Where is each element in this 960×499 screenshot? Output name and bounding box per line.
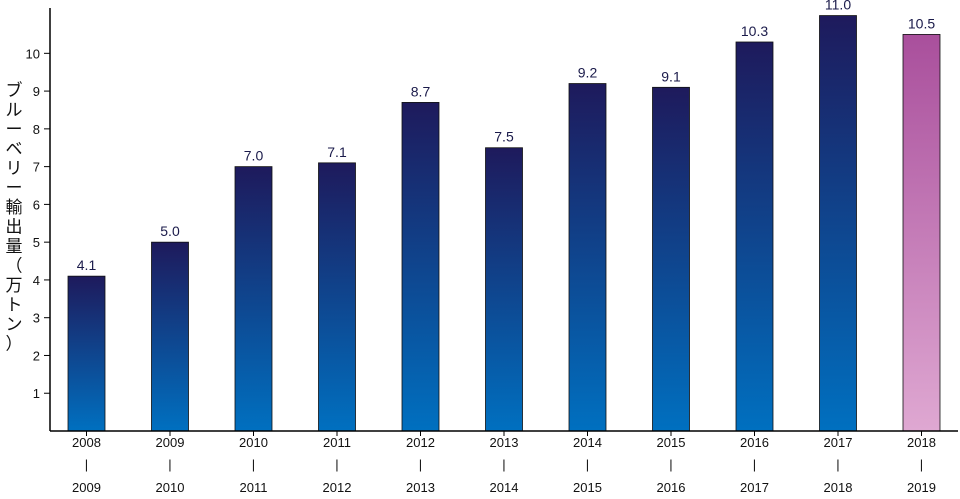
y-label-char: ）: [6, 335, 23, 355]
y-label-char: ン: [6, 315, 23, 335]
x-tick-label-separator: |: [502, 457, 505, 472]
y-tick-label: 6: [33, 197, 40, 212]
y-label-char: （: [6, 257, 23, 277]
x-tick-label-separator: |: [85, 457, 88, 472]
data-label: 4.1: [77, 257, 97, 273]
x-tick-label-top: 2012: [406, 435, 435, 450]
data-label: 10.3: [741, 23, 768, 39]
x-tick-label-top: 2009: [156, 435, 185, 450]
x-tick-label-bottom: 2015: [573, 480, 602, 495]
x-tick-label-top: 2018: [907, 435, 936, 450]
x-tick-label-bottom: 2016: [657, 480, 686, 495]
x-tick-label-top: 2014: [573, 435, 602, 450]
y-label-char: ル: [6, 101, 23, 121]
data-label: 10.5: [908, 15, 935, 31]
y-tick-label: 9: [33, 84, 40, 99]
bar: [652, 86, 690, 432]
x-tick-label-separator: |: [168, 457, 171, 472]
y-label-char: リ: [6, 159, 23, 179]
data-label: 7.0: [244, 148, 264, 164]
y-tick-label: 10: [26, 46, 40, 61]
y-tick-label: 2: [33, 348, 40, 363]
y-label-char: ー: [6, 179, 23, 199]
y-tick-label: 3: [33, 311, 40, 326]
bar: [401, 102, 440, 432]
x-tick-label-top: 2011: [323, 435, 351, 450]
x-tick-label-bottom: 2009: [72, 480, 101, 495]
x-tick-label-bottom: 2017: [740, 480, 769, 495]
data-label: 9.1: [661, 68, 681, 84]
data-label: 7.5: [494, 129, 514, 145]
x-tick-label-separator: |: [753, 457, 756, 472]
x-tick-label-bottom: 2011: [240, 480, 268, 495]
bar: [902, 34, 941, 432]
data-label: 5.0: [160, 223, 180, 239]
x-tick-label-top: 2008: [72, 435, 101, 450]
y-label-char: ー: [6, 120, 23, 140]
bar: [819, 15, 857, 432]
x-tick-label-bottom: 2018: [824, 480, 853, 495]
x-tick-label-top: 2015: [657, 435, 686, 450]
bars: 4.1 5.0 7.0 7.1 8.7 7.5 9.2 9.1 10.3 11.0 10.5: [67, 0, 941, 432]
y-label-char: 万: [6, 276, 23, 296]
bar: [234, 166, 273, 432]
y-label-char: 輸: [6, 198, 23, 218]
y-tick-label: 8: [33, 122, 40, 137]
data-label: 7.1: [327, 144, 347, 160]
x-tick-label-bottom: 2012: [323, 480, 352, 495]
y-label-char: ベ: [6, 140, 23, 160]
bar: [318, 162, 356, 432]
y-label-char: 出: [6, 218, 23, 238]
x-tick-label-separator: |: [669, 457, 672, 472]
x-tick-label-separator: |: [586, 457, 589, 472]
y-axis: 1 2 3 4 5 6 7 8 9 10: [26, 8, 51, 431]
bar: [151, 241, 189, 432]
x-tick-label-bottom: 2013: [406, 480, 435, 495]
x-tick-label-separator: |: [335, 457, 338, 472]
x-tick-label-top: 2010: [239, 435, 268, 450]
x-axis: 2008 | 2009 2009 | 2010 2010 | 2011 2011 | 2012 2012…: [50, 430, 958, 495]
x-tick-label-bottom: 2019: [907, 480, 936, 495]
bar: [568, 83, 607, 432]
x-tick-label-separator: |: [419, 457, 422, 472]
y-tick-label: 1: [33, 386, 40, 401]
y-tick-label: 7: [33, 160, 40, 175]
bar: [735, 41, 774, 432]
x-tick-label-separator: |: [252, 457, 255, 472]
x-tick-label-bottom: 2010: [156, 480, 185, 495]
x-tick-label-top: 2016: [740, 435, 769, 450]
x-tick-label-separator: |: [920, 457, 923, 472]
data-label: 8.7: [411, 83, 431, 99]
data-label: 11.0: [825, 0, 851, 13]
x-tick-label-bottom: 2014: [490, 480, 519, 495]
y-tick-label: 4: [33, 273, 40, 288]
x-tick-label-top: 2017: [824, 435, 853, 450]
x-tick-label-separator: |: [836, 457, 839, 472]
y-tick-label: 5: [33, 235, 40, 250]
data-label: 9.2: [578, 65, 598, 81]
y-label-char: 量: [6, 237, 23, 257]
x-tick-label-top: 2013: [490, 435, 519, 450]
bar: [485, 147, 523, 432]
bar: [67, 275, 106, 432]
y-label-char: ブ: [6, 80, 23, 101]
y-label-char: ト: [6, 296, 23, 316]
